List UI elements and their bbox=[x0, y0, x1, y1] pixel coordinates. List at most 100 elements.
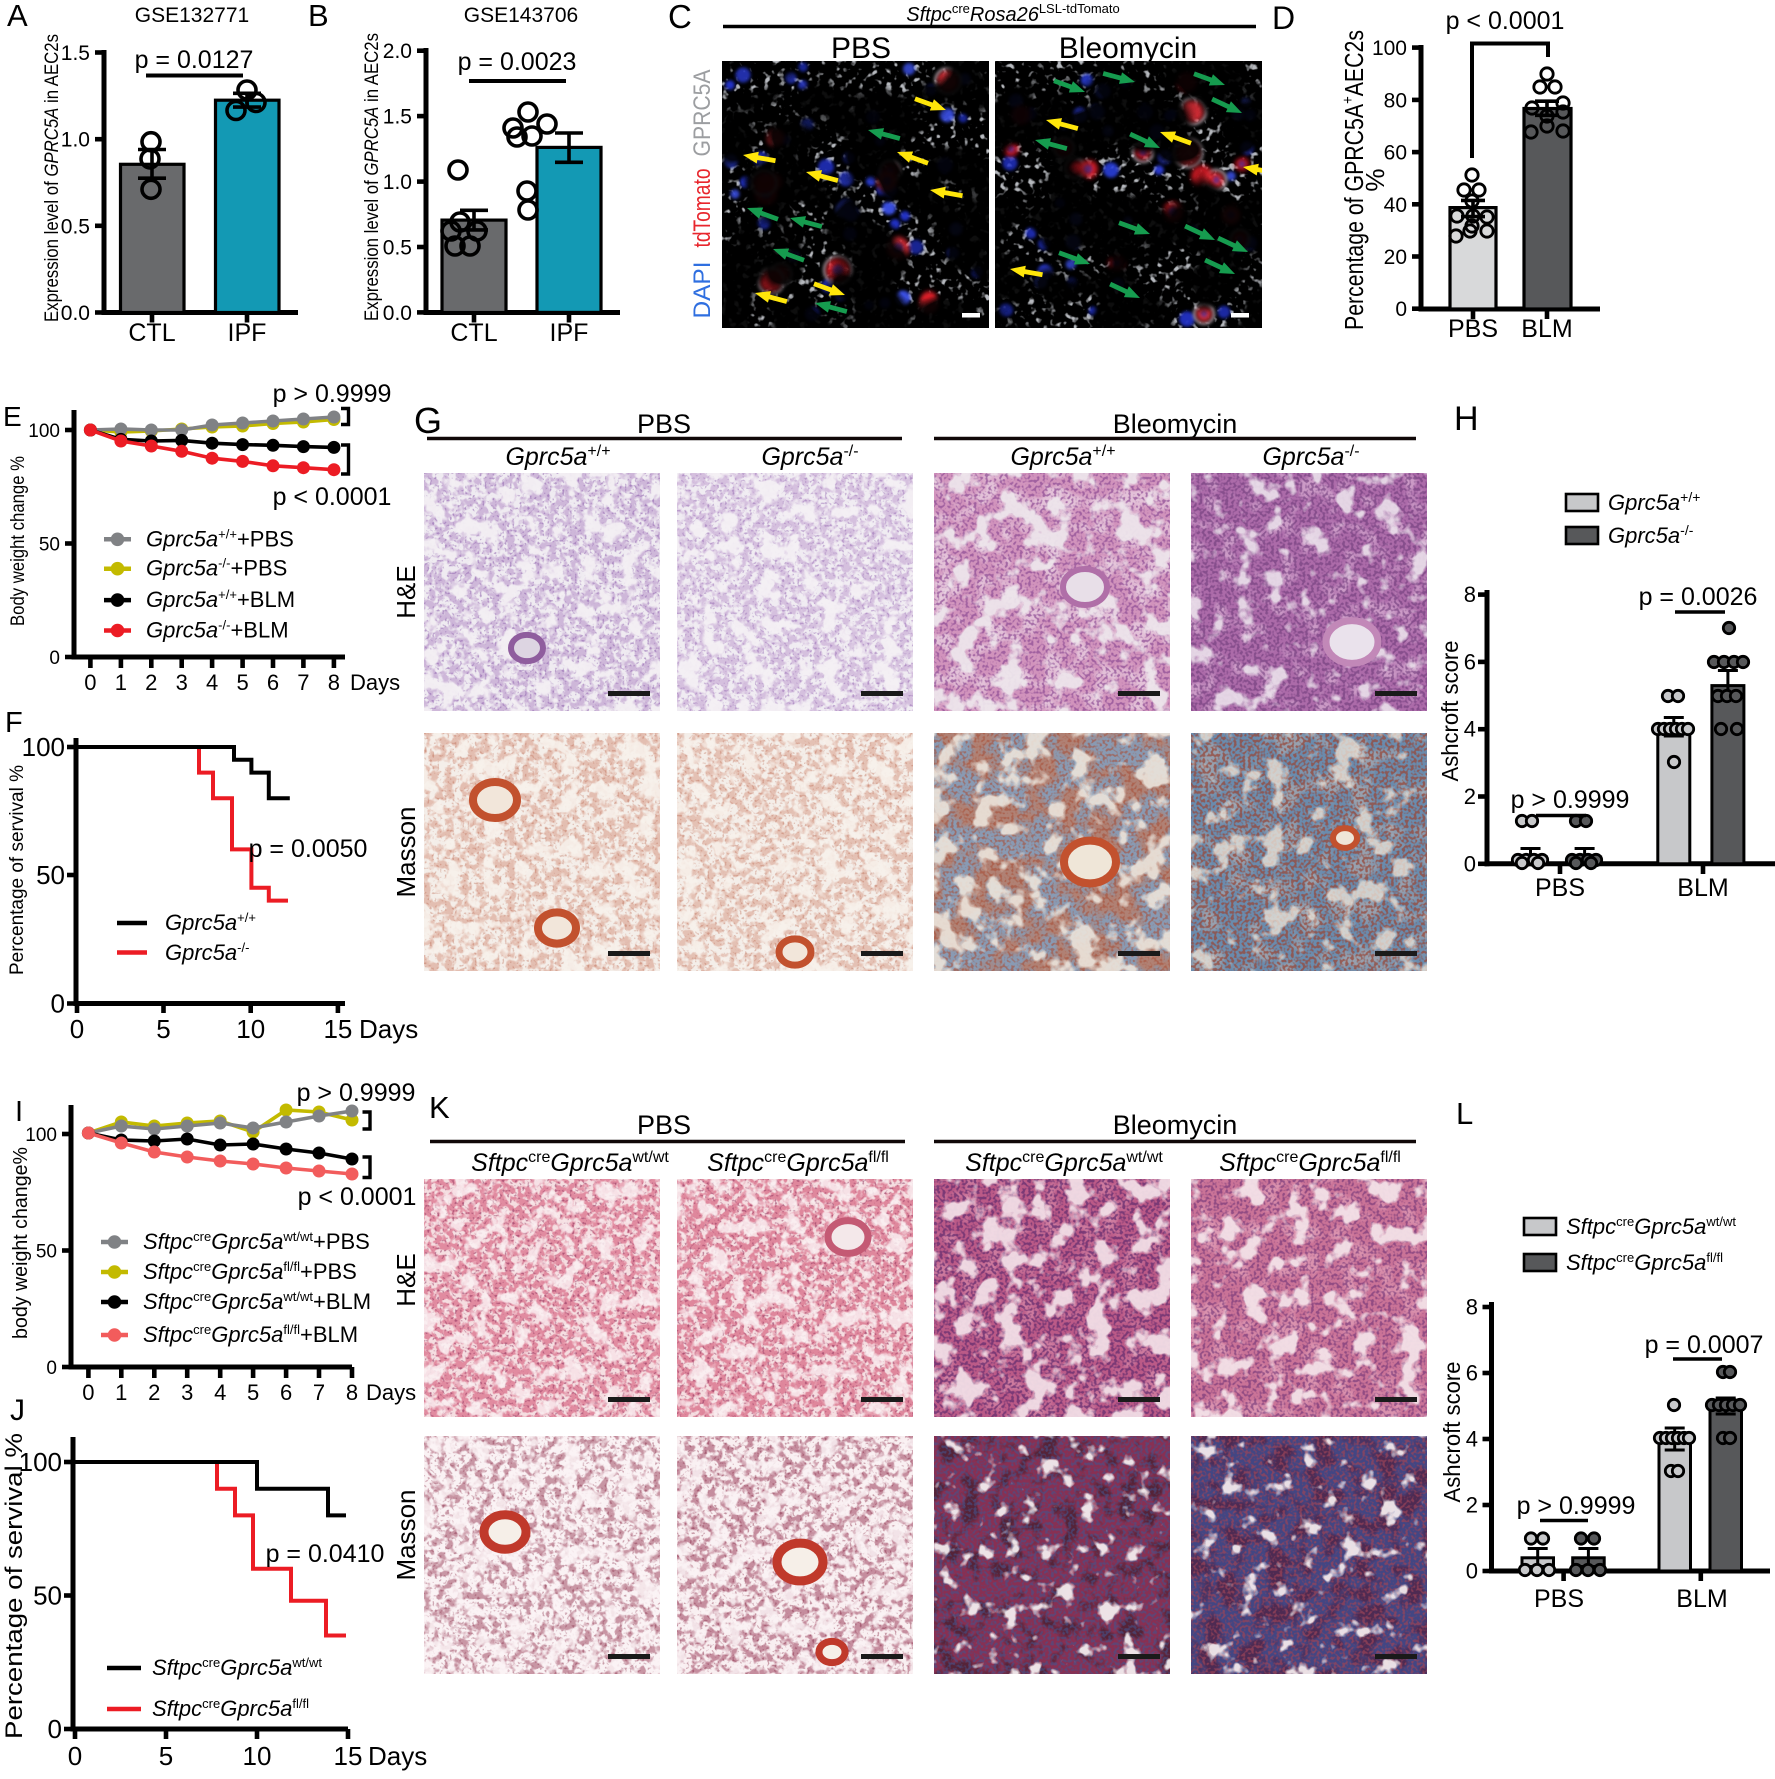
svg-text:Sftpccre​Gprc5afl/fl​: Sftpccre​Gprc5afl/fl​ bbox=[1566, 1250, 1723, 1275]
svg-text:PBS: PBS bbox=[1448, 315, 1498, 343]
svg-text:Percentage of servival %: Percentage of servival % bbox=[1, 1433, 28, 1739]
svg-text:0: 0 bbox=[1466, 1559, 1478, 1584]
svg-text:0: 0 bbox=[82, 1380, 94, 1405]
svg-text:IPF: IPF bbox=[228, 319, 267, 347]
svg-text:100: 100 bbox=[19, 1447, 62, 1477]
svg-text:0: 0 bbox=[51, 989, 65, 1019]
svg-text:0.0: 0.0 bbox=[383, 302, 412, 325]
svg-text:5: 5 bbox=[156, 1014, 170, 1044]
svg-text:8: 8 bbox=[346, 1380, 358, 1405]
svg-text:H: H bbox=[1454, 400, 1479, 438]
svg-text:4: 4 bbox=[1464, 717, 1476, 742]
svg-text:GSE143706: GSE143706 bbox=[464, 4, 578, 27]
svg-text:100: 100 bbox=[28, 421, 60, 442]
svg-text:0: 0 bbox=[68, 1741, 82, 1771]
svg-text:2: 2 bbox=[1464, 784, 1476, 809]
svg-text:2: 2 bbox=[148, 1380, 160, 1405]
svg-text:Days: Days bbox=[368, 1741, 427, 1771]
svg-text:4: 4 bbox=[206, 670, 218, 695]
svg-text:H&E: H&E bbox=[391, 1253, 421, 1306]
svg-text:1: 1 bbox=[115, 1380, 127, 1405]
svg-text:Sftpccre​Gprc5afl/fl​: Sftpccre​Gprc5afl/fl​ bbox=[1219, 1149, 1401, 1177]
svg-text:15: 15 bbox=[334, 1741, 363, 1771]
svg-text:Sftpccre​Gprc5awt/wt​: Sftpccre​Gprc5awt/wt​ bbox=[1566, 1214, 1736, 1239]
svg-text:DAPI: DAPI bbox=[689, 262, 716, 319]
svg-text:SftpccreRosa26LSL-tdTomato: SftpccreRosa26LSL-tdTomato bbox=[906, 1, 1120, 26]
svg-text:Gprc5a-/-​: Gprc5a-/-​ bbox=[165, 940, 249, 965]
svg-text:Gprc5a-/-​: Gprc5a-/-​ bbox=[761, 443, 858, 471]
svg-text:BLM: BLM bbox=[1676, 1585, 1727, 1613]
svg-text:7: 7 bbox=[313, 1380, 325, 1405]
svg-text:tdTomato: tdTomato bbox=[689, 169, 716, 248]
svg-text:Gprc5a-/-​: Gprc5a-/-​ bbox=[1262, 443, 1359, 471]
svg-text:Gprc5a+/+​+BLM: Gprc5a+/+​+BLM bbox=[146, 587, 295, 612]
svg-text:Percentage of servival %: Percentage of servival % bbox=[6, 765, 28, 975]
svg-text:6: 6 bbox=[267, 670, 279, 695]
svg-text:CTL: CTL bbox=[450, 319, 497, 347]
svg-text:5: 5 bbox=[236, 670, 248, 695]
svg-text:15: 15 bbox=[323, 1014, 352, 1044]
svg-text:p < 0.0001: p < 0.0001 bbox=[298, 1183, 417, 1211]
svg-text:Ashcroft score: Ashcroft score bbox=[1439, 1362, 1465, 1503]
svg-text:Expression level of GPRC5A in: Expression level of GPRC5A in AEC2s bbox=[362, 33, 383, 321]
svg-text:Sftpccre​Gprc5afl/fl​: Sftpccre​Gprc5afl/fl​ bbox=[152, 1696, 309, 1721]
svg-text:1.5: 1.5 bbox=[383, 106, 412, 129]
svg-text:8: 8 bbox=[1466, 1295, 1478, 1320]
svg-text:Sftpccre​Gprc5awt/wt​+BLM: Sftpccre​Gprc5awt/wt​+BLM bbox=[143, 1289, 371, 1314]
svg-text:BLM: BLM bbox=[1677, 874, 1728, 902]
svg-text:50: 50 bbox=[36, 1242, 57, 1263]
svg-text:B: B bbox=[308, 0, 329, 33]
svg-text:1.0: 1.0 bbox=[383, 171, 412, 194]
svg-text:Bleomycin: Bleomycin bbox=[1113, 409, 1238, 439]
svg-text:Sftpccre​Gprc5afl/fl​+PBS: Sftpccre​Gprc5afl/fl​+PBS bbox=[143, 1259, 357, 1284]
svg-text:p > 0.9999: p > 0.9999 bbox=[1511, 786, 1630, 814]
svg-text:Expression level of GPRC5A in: Expression level of GPRC5A in AEC2s bbox=[42, 34, 63, 322]
svg-text:8: 8 bbox=[328, 670, 340, 695]
svg-text:GPRC5A: GPRC5A bbox=[689, 70, 716, 157]
svg-text:Sftpccre​Gprc5awt/wt​: Sftpccre​Gprc5awt/wt​ bbox=[152, 1655, 322, 1680]
svg-text:PBS: PBS bbox=[1535, 874, 1585, 902]
svg-text:Gprc5a+/+​+PBS: Gprc5a+/+​+PBS bbox=[146, 526, 294, 551]
svg-text:G: G bbox=[414, 400, 442, 441]
svg-text:50: 50 bbox=[36, 860, 65, 890]
svg-text:4: 4 bbox=[214, 1380, 226, 1405]
svg-text:p = 0.0023: p = 0.0023 bbox=[458, 48, 577, 76]
svg-text:0: 0 bbox=[49, 648, 60, 669]
svg-text:IPF: IPF bbox=[550, 319, 589, 347]
svg-text:p = 0.0007: p = 0.0007 bbox=[1645, 1331, 1764, 1359]
svg-text:2: 2 bbox=[145, 670, 157, 695]
svg-text:p = 0.0410: p = 0.0410 bbox=[266, 1540, 385, 1568]
svg-text:p > 0.9999: p > 0.9999 bbox=[1517, 1492, 1636, 1520]
svg-text:0.5: 0.5 bbox=[383, 237, 412, 260]
svg-text:K: K bbox=[429, 1090, 450, 1125]
svg-text:Sftpccre​Gprc5afl/fl​+BLM: Sftpccre​Gprc5afl/fl​+BLM bbox=[143, 1322, 358, 1347]
svg-text:Masson: Masson bbox=[391, 806, 421, 897]
svg-text:6: 6 bbox=[1464, 649, 1476, 674]
svg-text:Ashcroft score: Ashcroft score bbox=[1437, 641, 1463, 782]
svg-text:8: 8 bbox=[1464, 582, 1476, 607]
svg-text:PBS: PBS bbox=[637, 1110, 691, 1140]
svg-text:3: 3 bbox=[181, 1380, 193, 1405]
svg-text:Masson: Masson bbox=[391, 1489, 421, 1580]
svg-text:Gprc5a-/-​+BLM: Gprc5a-/-​+BLM bbox=[146, 618, 289, 643]
svg-text:Sftpccre​Gprc5awt/wt​: Sftpccre​Gprc5awt/wt​ bbox=[965, 1149, 1163, 1177]
svg-text:Sftpccre​Gprc5awt/wt​+PBS: Sftpccre​Gprc5awt/wt​+PBS bbox=[143, 1229, 370, 1254]
svg-text:100: 100 bbox=[22, 732, 65, 762]
svg-text:L: L bbox=[1456, 1096, 1473, 1131]
svg-text:p < 0.0001: p < 0.0001 bbox=[273, 483, 392, 511]
svg-text:F: F bbox=[5, 707, 23, 739]
svg-text:0.0: 0.0 bbox=[61, 302, 90, 325]
svg-text:PBS: PBS bbox=[831, 32, 891, 65]
svg-text:A: A bbox=[7, 0, 28, 33]
svg-text:E: E bbox=[3, 401, 22, 432]
svg-text:5: 5 bbox=[247, 1380, 259, 1405]
svg-text:5: 5 bbox=[159, 1741, 173, 1771]
svg-text:1.0: 1.0 bbox=[61, 129, 90, 152]
svg-text:Percentage of GPRC5A+​AEC2s: Percentage of GPRC5A+​AEC2s bbox=[1339, 30, 1369, 330]
svg-text:%: % bbox=[1360, 168, 1390, 191]
svg-text:100: 100 bbox=[1372, 37, 1407, 60]
svg-text:Sftpccre​Gprc5afl/fl​: Sftpccre​Gprc5afl/fl​ bbox=[707, 1149, 889, 1177]
svg-text:p = 0.0026: p = 0.0026 bbox=[1639, 583, 1758, 611]
svg-text:4: 4 bbox=[1466, 1427, 1478, 1452]
svg-text:Gprc5a-/-​: Gprc5a-/-​ bbox=[1608, 522, 1694, 548]
